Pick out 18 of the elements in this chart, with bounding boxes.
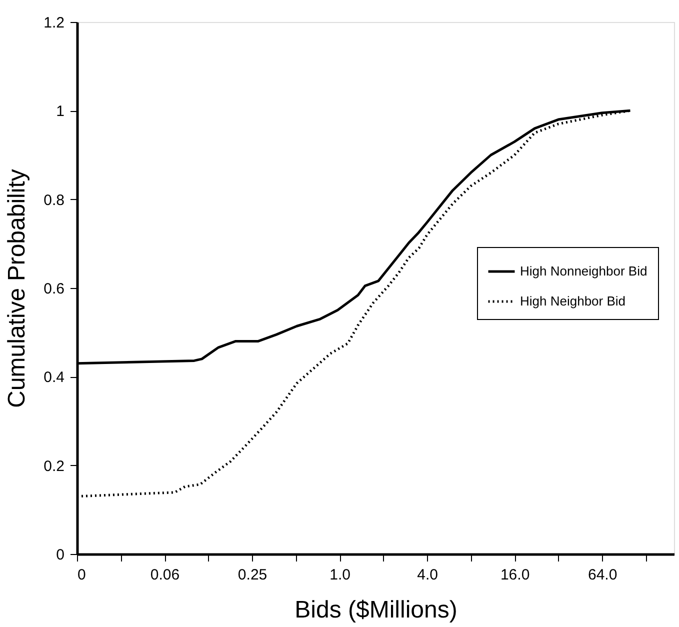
x-tick-label: 64.0 [588,566,618,584]
x-tick-label: 1.0 [330,566,350,584]
y-axis-title: Cumulative Probability [4,169,31,408]
x-tick-label: 0.25 [238,566,268,584]
y-tick-label: 1 [56,103,64,120]
legend-label: High Nonneighbor Bid [520,264,648,278]
x-tick-label: 16.0 [500,566,530,584]
y-tick-label: 0.6 [44,280,64,298]
y-tick-label: 0.8 [44,192,64,209]
x-tick-label: 0.06 [150,566,180,584]
x-axis-title: Bids ($Millions) [294,596,458,624]
y-tick-label: 0.4 [44,369,64,386]
y-tick-label: 0 [56,546,64,564]
x-tick-label: 0 [78,566,86,584]
y-tick-label: 1.2 [44,14,64,32]
x-tick-label: 4.0 [417,566,438,584]
y-tick-label: 0.2 [44,458,64,475]
legend-label: High Neighbor Bid [520,294,626,308]
